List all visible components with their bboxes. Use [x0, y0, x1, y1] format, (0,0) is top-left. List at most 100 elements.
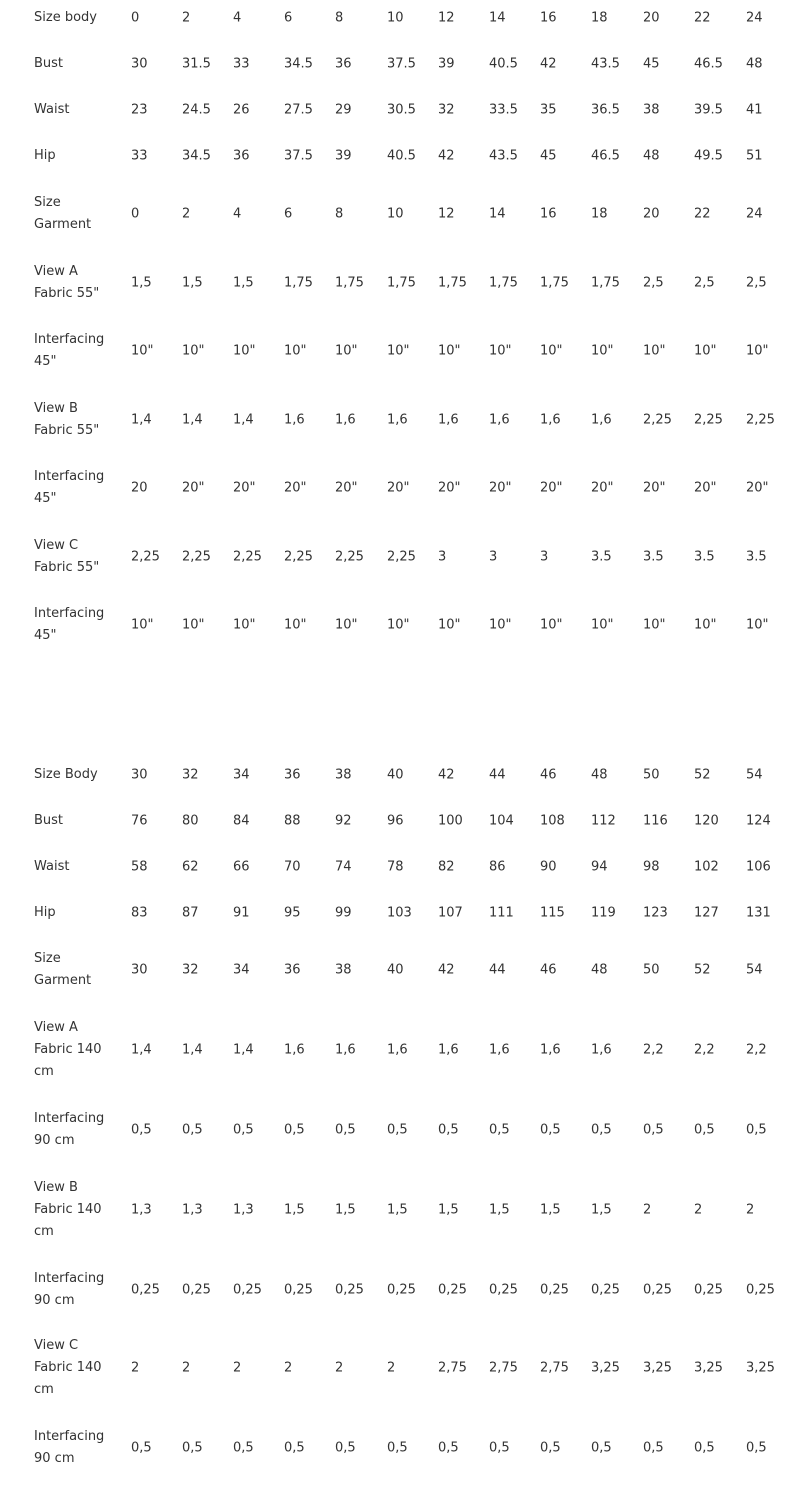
row-label: View B Fabric 55": [34, 401, 100, 438]
table-cell: 36: [233, 148, 250, 164]
table-cell: 10": [284, 343, 307, 359]
table-cell: 66: [233, 859, 250, 875]
table-cell: 1,6: [591, 1042, 612, 1058]
table-cell: 0,5: [182, 1122, 203, 1138]
table-cell: 42: [438, 148, 455, 164]
table-cell: 2: [182, 1360, 191, 1376]
table-cell: 0,25: [387, 1282, 416, 1298]
table-cell: 10": [591, 343, 614, 359]
table-cell: 12: [438, 206, 455, 222]
table-cell: 104: [489, 813, 514, 829]
table-cell: 127: [694, 905, 719, 921]
table-cell: 42: [438, 962, 455, 978]
table-cell: 0,5: [489, 1440, 510, 1456]
table-cell: 88: [284, 813, 301, 829]
table-cell: 0,5: [182, 1440, 203, 1456]
table-cell: 0,5: [131, 1440, 152, 1456]
table-cell: 0,5: [438, 1122, 459, 1138]
table-cell: 2,5: [746, 275, 767, 291]
table-cell: 62: [182, 859, 199, 875]
table-cell: 4: [233, 10, 242, 26]
table-cell: 54: [746, 767, 763, 783]
table-cell: 2,25: [335, 549, 364, 565]
table-cell: 103: [387, 905, 412, 921]
table-cell: 2,2: [643, 1042, 664, 1058]
table-cell: 2,25: [746, 412, 775, 428]
table-cell: 91: [233, 905, 250, 921]
table-cell: 0,5: [284, 1122, 305, 1138]
table-cell: 10": [438, 617, 461, 633]
table-cell: 0,5: [591, 1440, 612, 1456]
table-cell: 44: [489, 767, 506, 783]
table-cell: 10": [182, 617, 205, 633]
table-cell: 3,25: [694, 1360, 723, 1376]
row-label: Waist: [34, 859, 70, 874]
table-cell: 108: [540, 813, 565, 829]
table-cell: 24: [746, 206, 763, 222]
table-cell: 1,5: [591, 1202, 612, 1218]
table-cell: 16: [540, 206, 557, 222]
table-cell: 49.5: [694, 148, 723, 164]
table-cell: 2,25: [284, 549, 313, 565]
table-cell: 20": [438, 480, 461, 496]
table-cell: 1,3: [182, 1202, 203, 1218]
row-label: Interfacing 45": [34, 606, 105, 643]
table-cell: 4: [233, 206, 242, 222]
table-cell: 0,5: [540, 1440, 561, 1456]
table-cell: 0,5: [643, 1440, 664, 1456]
table-cell: 123: [643, 905, 668, 921]
table-cell: 2: [131, 1360, 140, 1376]
table-cell: 1,6: [284, 412, 305, 428]
table-cell: 20": [643, 480, 666, 496]
table-cell: 20": [489, 480, 512, 496]
table-cell: 2: [746, 1202, 755, 1218]
table-cell: 32: [182, 767, 199, 783]
table-cell: 1,5: [335, 1202, 356, 1218]
table-cell: 20": [284, 480, 307, 496]
table-cell: 10": [746, 343, 769, 359]
table-cell: 40.5: [489, 56, 518, 72]
table-cell: 0,25: [489, 1282, 518, 1298]
table-cell: 74: [335, 859, 352, 875]
row-label: Waist: [34, 102, 70, 117]
row-label: Hip: [34, 148, 56, 163]
table-cell: 48: [591, 767, 608, 783]
table-cell: 24: [746, 10, 763, 26]
table-cell: 22: [694, 206, 711, 222]
table-cell: 2: [335, 1360, 344, 1376]
table-cell: 0,5: [746, 1122, 767, 1138]
table-cell: 3: [489, 549, 498, 565]
table-cell: 2,25: [387, 549, 416, 565]
table-cell: 0,25: [540, 1282, 569, 1298]
table-cell: 119: [591, 905, 616, 921]
table-cell: 41: [746, 102, 763, 118]
table-cell: 20": [746, 480, 769, 496]
table-cell: 3.5: [694, 549, 715, 565]
table-cell: 90: [540, 859, 557, 875]
table-cell: 58: [131, 859, 148, 875]
table-cell: 14: [489, 206, 506, 222]
table-cell: 1,6: [387, 412, 408, 428]
table-cell: 20: [643, 10, 660, 26]
table-cell: 8: [335, 206, 344, 222]
table-cell: 2: [387, 1360, 396, 1376]
table-cell: 50: [643, 962, 660, 978]
row-label: Size body: [34, 10, 97, 25]
row-label: Interfacing 90 cm: [34, 1429, 105, 1466]
table-cell: 1,5: [387, 1202, 408, 1218]
table-cell: 0,5: [284, 1440, 305, 1456]
table-cell: 20": [591, 480, 614, 496]
table-cell: 3,25: [591, 1360, 620, 1376]
table-cell: 87: [182, 905, 199, 921]
table-cell: 124: [746, 813, 771, 829]
table-cell: 20": [540, 480, 563, 496]
table-cell: 3.5: [591, 549, 612, 565]
table-cell: 0,5: [540, 1122, 561, 1138]
table-cell: 52: [694, 962, 711, 978]
table-cell: 10": [335, 343, 358, 359]
table-cell: 0,5: [387, 1440, 408, 1456]
table-cell: 96: [387, 813, 404, 829]
table-cell: 2: [284, 1360, 293, 1376]
table-cell: 99: [335, 905, 352, 921]
table-cell: 2,5: [694, 275, 715, 291]
